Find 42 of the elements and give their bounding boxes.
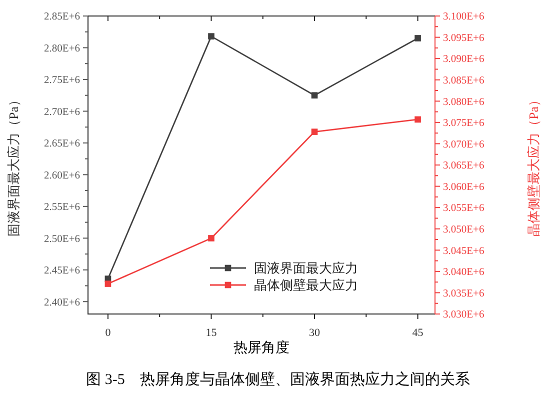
legend-label: 固液界面最大应力 [254, 260, 358, 276]
y2-tick-label: 3.080E+6 [443, 96, 484, 108]
y2-tick-label: 3.090E+6 [443, 54, 484, 66]
y2-tick-label: 3.030E+6 [443, 310, 484, 321]
point [311, 92, 318, 99]
x-tick-label: 0 [105, 327, 112, 339]
point [414, 35, 421, 42]
y-tick-label: 2.45E+6 [44, 266, 80, 277]
y-tick-label: 2.75E+6 [44, 75, 80, 86]
y-tick-label: 2.40E+6 [44, 297, 80, 308]
y2-axis-title: 晶体侧壁最大应力（Pa） [526, 94, 541, 236]
point [208, 235, 214, 242]
x-tick-label: 30 [309, 327, 321, 339]
y2-tick-label: 3.045E+6 [443, 246, 484, 257]
point [208, 33, 214, 40]
y2-tick-label: 3.060E+6 [443, 182, 484, 193]
point [104, 280, 112, 287]
y2-tick-label: 3.075E+6 [443, 118, 484, 130]
y2-tick-label: 3.040E+6 [443, 267, 484, 278]
y2-tick-label: 3.100E+6 [443, 12, 484, 23]
y2-tick-label: 3.035E+6 [443, 288, 484, 300]
y2-tick-label: 3.050E+6 [443, 224, 484, 236]
y2-tick-label: 3.070E+6 [443, 139, 484, 150]
y-tick-label: 2.70E+6 [44, 106, 80, 118]
point [414, 116, 421, 123]
y2-tick-label: 3.055E+6 [443, 203, 484, 214]
y-axis-title: 固液界面最大应力（Pa） [6, 94, 21, 236]
y-tick-label: 2.60E+6 [44, 170, 80, 182]
x-tick-label: 15 [206, 327, 218, 339]
legend-label: 晶体侧壁最大应力 [254, 278, 358, 293]
y-tick-label: 2.80E+6 [44, 43, 80, 54]
y2-tick-label: 3.095E+6 [443, 32, 484, 44]
y-tick-label: 2.65E+6 [44, 138, 80, 150]
x-axis-title: 热屏角度 [234, 340, 290, 356]
y-tick-label: 2.55E+6 [44, 202, 80, 214]
y-tick-label: 2.85E+6 [44, 12, 80, 23]
x-tick-label: 45 [412, 327, 424, 339]
y-tick-label: 2.50E+6 [44, 234, 80, 245]
y2-tick-label: 3.065E+6 [443, 160, 484, 172]
y2-tick-label: 3.085E+6 [443, 76, 484, 87]
caption: 图 3-5 热屏角度与晶体侧壁、固液界面热应力之间的关系 [86, 371, 470, 388]
point [311, 128, 318, 135]
